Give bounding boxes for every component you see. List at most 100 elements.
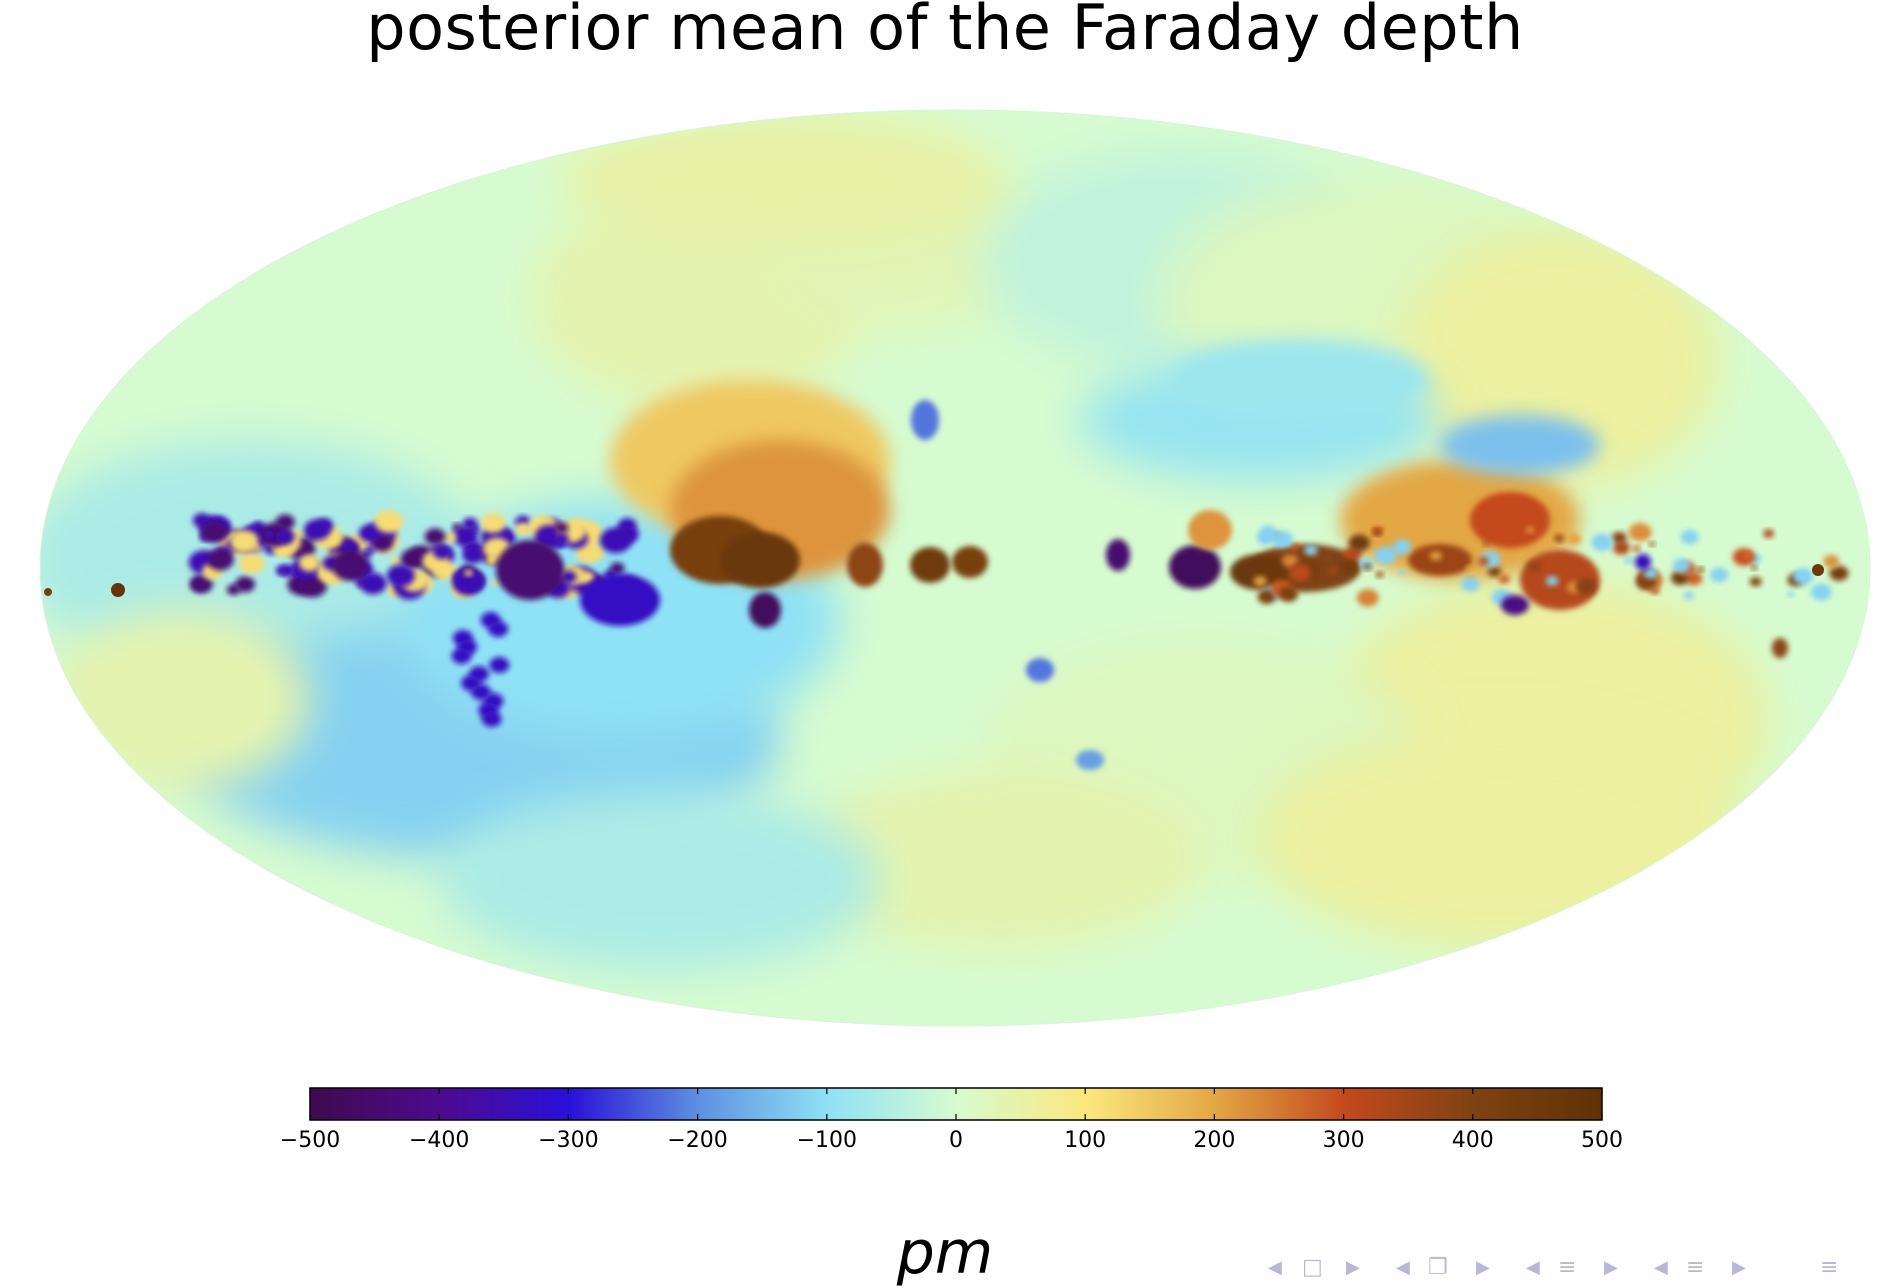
sky-large-patch	[560, 110, 1000, 250]
sky-plane-clump	[452, 523, 462, 531]
sky-plane-clump	[390, 556, 403, 567]
sky-large-patch	[800, 770, 1200, 950]
sky-plane-clump	[554, 522, 569, 534]
sky-plane-clump	[239, 553, 265, 574]
sky-plane-clump	[275, 529, 295, 545]
sky-dense-clump	[580, 574, 660, 626]
sky-plane-clump	[1304, 544, 1318, 556]
nav-section-icon[interactable]: ≡	[1558, 1255, 1577, 1280]
sky-plane-clump	[560, 570, 577, 584]
sky-plane-clump	[1709, 567, 1729, 583]
map-outline	[39, 109, 1871, 1027]
sky-plane-clump	[1289, 564, 1311, 582]
sky-plane-clump	[1792, 568, 1814, 585]
sky-plane-right	[1470, 492, 1550, 548]
nav-prev-section-icon[interactable]: ◀	[1526, 1257, 1540, 1278]
sky-plane-clump	[230, 530, 259, 553]
nav-prev-frames-icon[interactable]: ◀	[1396, 1257, 1410, 1278]
sky-plane-clump	[1188, 510, 1232, 550]
sky-plane-clump	[433, 545, 451, 560]
sky-plane-clump	[609, 562, 625, 575]
sky-filament	[489, 657, 510, 673]
sky-plane-clump	[1611, 531, 1627, 544]
sky-central-bulge	[720, 532, 800, 588]
sky-plane-right	[1230, 554, 1290, 590]
colorbar-tick-labels: −500 −400 −300 −200 −100 0 100 200 300 400 500	[280, 1128, 1623, 1153]
sky-plane-clump	[462, 546, 484, 564]
colorbar-tick-label: −500	[280, 1128, 340, 1153]
sky-plane-clump	[1498, 574, 1510, 584]
nav-menu-icon[interactable]: ≡	[1820, 1255, 1839, 1280]
sky-plane-clump	[1478, 556, 1490, 566]
sky-plane-clump	[1649, 541, 1656, 547]
colorbar-tick-label: 500	[1581, 1128, 1623, 1153]
sky-plane-clump	[1644, 567, 1658, 579]
sky-plane-clump	[1461, 577, 1480, 592]
sky-large-patch	[440, 790, 880, 970]
sky-plane-clump	[295, 530, 304, 538]
sky-plane-clump	[599, 527, 632, 554]
sky-plane-clump	[1566, 533, 1582, 545]
nav-frame-icon[interactable]: □	[1302, 1255, 1323, 1280]
sky-filament	[451, 648, 472, 664]
sky-plane-clump	[1374, 546, 1397, 565]
sky-point-source	[44, 588, 52, 596]
sky-plane-clump	[1628, 523, 1652, 542]
sky-plane-clump	[443, 532, 457, 543]
colorbar-tick-label: 300	[1323, 1128, 1365, 1153]
sky-plane-clump	[275, 565, 288, 576]
nav-next-frames-icon[interactable]: ▶	[1476, 1257, 1490, 1278]
nav-prev-subsection-icon[interactable]: ◀	[1654, 1257, 1668, 1278]
nav-next-frame-icon[interactable]: ▶	[1346, 1257, 1360, 1278]
sky-plane-clump	[1348, 534, 1370, 552]
sky-plane-clump	[1253, 575, 1267, 587]
sky-plane-clump	[1612, 541, 1631, 555]
sky-filament	[481, 711, 502, 727]
sky-plane-clump	[1324, 555, 1332, 562]
sky-plane-clump	[1356, 589, 1379, 607]
sky-plane-clump	[1278, 586, 1299, 602]
sky-plane-clump	[1271, 530, 1294, 548]
sky-plane-clump	[1526, 526, 1535, 534]
nav-subsection-icon[interactable]: ≡	[1686, 1255, 1705, 1280]
sky-northern-patch	[1170, 340, 1430, 420]
sky-plane-clump	[1363, 563, 1372, 571]
nav-next-section-icon[interactable]: ▶	[1604, 1257, 1618, 1278]
sky-plane-clump	[1392, 539, 1412, 555]
sky-plane-clump	[1327, 566, 1339, 575]
beamer-navigation: ◀ □ ▶ ◀ ❐ ▶ ◀ ≡ ▶ ◀ ≡ ▶ ≡	[1258, 1252, 1858, 1284]
sky-plane-clump	[386, 564, 415, 587]
sky-plane-clump	[1749, 576, 1762, 587]
colorbar-unit-label: pm	[896, 1218, 994, 1288]
colorbar-tick-label: −400	[409, 1128, 469, 1153]
sky-plane-clump	[452, 570, 484, 596]
colorbar-tick-label: 200	[1193, 1128, 1235, 1153]
sky-southern-knot	[1026, 658, 1054, 682]
sky-plane-clump	[1551, 559, 1565, 570]
colorbar-tick-label: −200	[667, 1128, 727, 1153]
sky-plane-clump	[400, 548, 428, 570]
sky-filament	[488, 621, 509, 637]
sky-central-knot	[749, 592, 781, 628]
sky-plane-clump	[1787, 591, 1795, 598]
sky-plane-clump	[1398, 569, 1405, 575]
sky-plane-clump	[1257, 589, 1276, 604]
sky-plane-clump	[424, 528, 446, 546]
sky-central-bulge	[910, 547, 950, 583]
sky-plane-knot	[1501, 595, 1529, 615]
sky-plane-clump	[1372, 526, 1383, 535]
sky-plane-clump	[201, 521, 228, 543]
sky-northern-knot	[911, 400, 939, 440]
sky-plane-clump	[480, 513, 506, 534]
sky-plane-clump	[264, 530, 275, 539]
sky-plane-clump	[1672, 558, 1691, 573]
sky-plane-clump	[1546, 576, 1559, 586]
sky-plane-clump	[1810, 583, 1832, 601]
sky-plane-clump	[206, 549, 234, 571]
nav-frames-icon[interactable]: ❐	[1428, 1255, 1448, 1280]
nav-next-subsection-icon[interactable]: ▶	[1732, 1257, 1746, 1278]
sky-plane-clump	[303, 519, 331, 541]
nav-prev-frame-icon[interactable]: ◀	[1268, 1257, 1282, 1278]
sky-plane-clump	[553, 533, 569, 546]
sky-plane-clump	[280, 545, 294, 556]
